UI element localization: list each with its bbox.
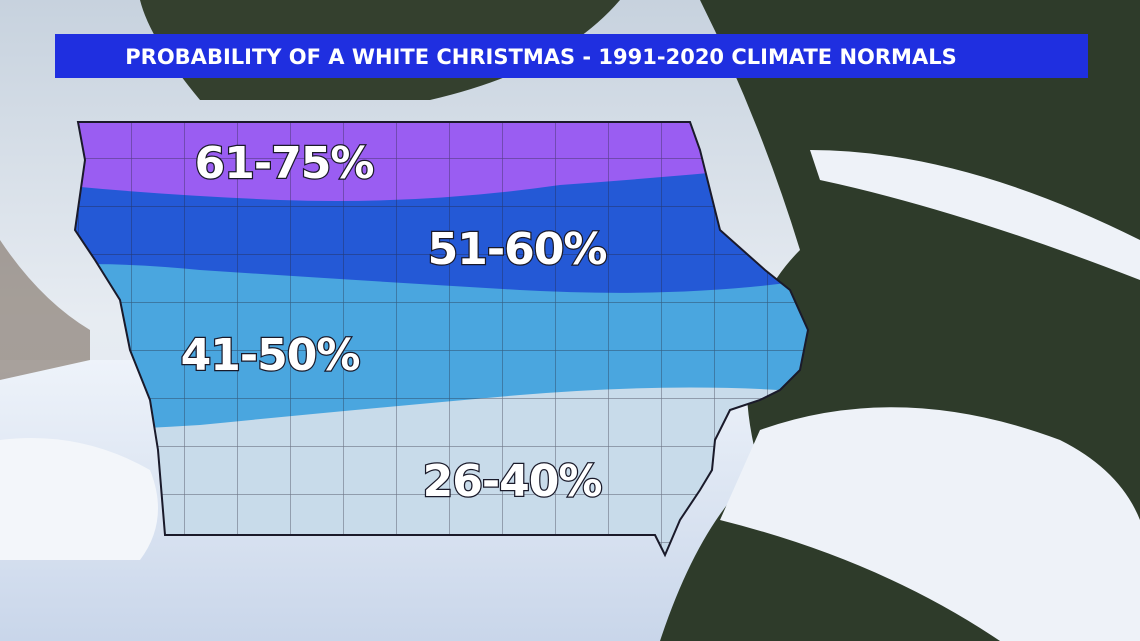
- county-lines: [75, 122, 808, 555]
- region-label: 51-60%: [428, 224, 607, 275]
- region-label: 61-75%: [195, 138, 374, 189]
- shrub-snow: [0, 438, 158, 560]
- iowa-map: [75, 122, 808, 555]
- branch-snow: [810, 150, 1140, 280]
- title-bar: [55, 34, 1088, 78]
- tree-snow: [720, 407, 1140, 641]
- title: PROBABILITY OF A WHITE CHRISTMAS - 1991-…: [125, 45, 956, 69]
- region-label: 41-50%: [181, 330, 360, 381]
- bushes: [0, 240, 90, 380]
- region-label: 26-40%: [423, 456, 602, 507]
